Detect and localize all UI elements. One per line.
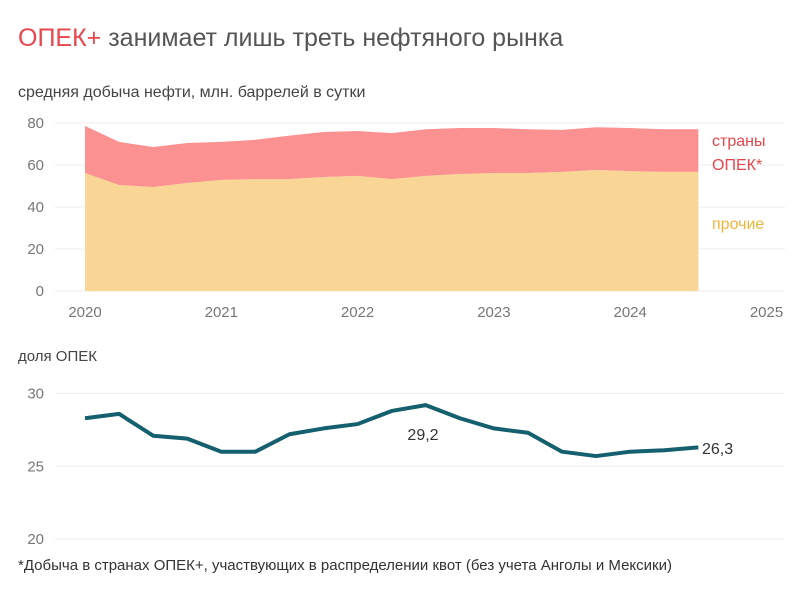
title-accent: ОПЕК+ bbox=[18, 24, 102, 52]
share-subtitle: доля ОПЕК bbox=[18, 348, 97, 365]
area-others bbox=[85, 170, 699, 291]
annotation-peak: 29,2 bbox=[407, 427, 438, 444]
annotation-last: 26,3 bbox=[702, 441, 733, 458]
opec-label-line1: страны bbox=[712, 133, 765, 150]
x-tick-label: 2022 bbox=[341, 304, 374, 321]
area-opec bbox=[85, 125, 699, 188]
y-tick-label: 60 bbox=[27, 157, 44, 174]
y-tick-label: 20 bbox=[27, 531, 44, 548]
production-subtitle: средняя добыча нефти, млн. баррелей в су… bbox=[18, 84, 366, 101]
title-rest: занимает лишь треть нефтяного рынка bbox=[101, 24, 564, 52]
y-tick-label: 20 bbox=[27, 241, 44, 258]
y-tick-label: 25 bbox=[27, 458, 44, 475]
others-label: прочие bbox=[712, 216, 764, 233]
x-tick-label: 2020 bbox=[68, 304, 101, 321]
y-tick-label: 80 bbox=[27, 115, 44, 132]
page-title: ОПЕК+ занимает лишь треть нефтяного рынк… bbox=[18, 24, 563, 53]
x-tick-label: 2023 bbox=[477, 304, 510, 321]
share-line bbox=[84, 403, 699, 459]
x-tick-label: 2025 bbox=[750, 304, 783, 321]
x-tick-label: 2024 bbox=[614, 304, 647, 321]
y-tick-label: 40 bbox=[27, 199, 44, 216]
opec-label-line2: ОПЕК* bbox=[712, 157, 762, 174]
y-tick-label: 30 bbox=[27, 386, 44, 403]
y-tick-label: 0 bbox=[36, 283, 44, 300]
x-tick-label: 2021 bbox=[205, 304, 238, 321]
footnote: *Добыча в странах ОПЕК+, участвующих в р… bbox=[18, 557, 672, 574]
